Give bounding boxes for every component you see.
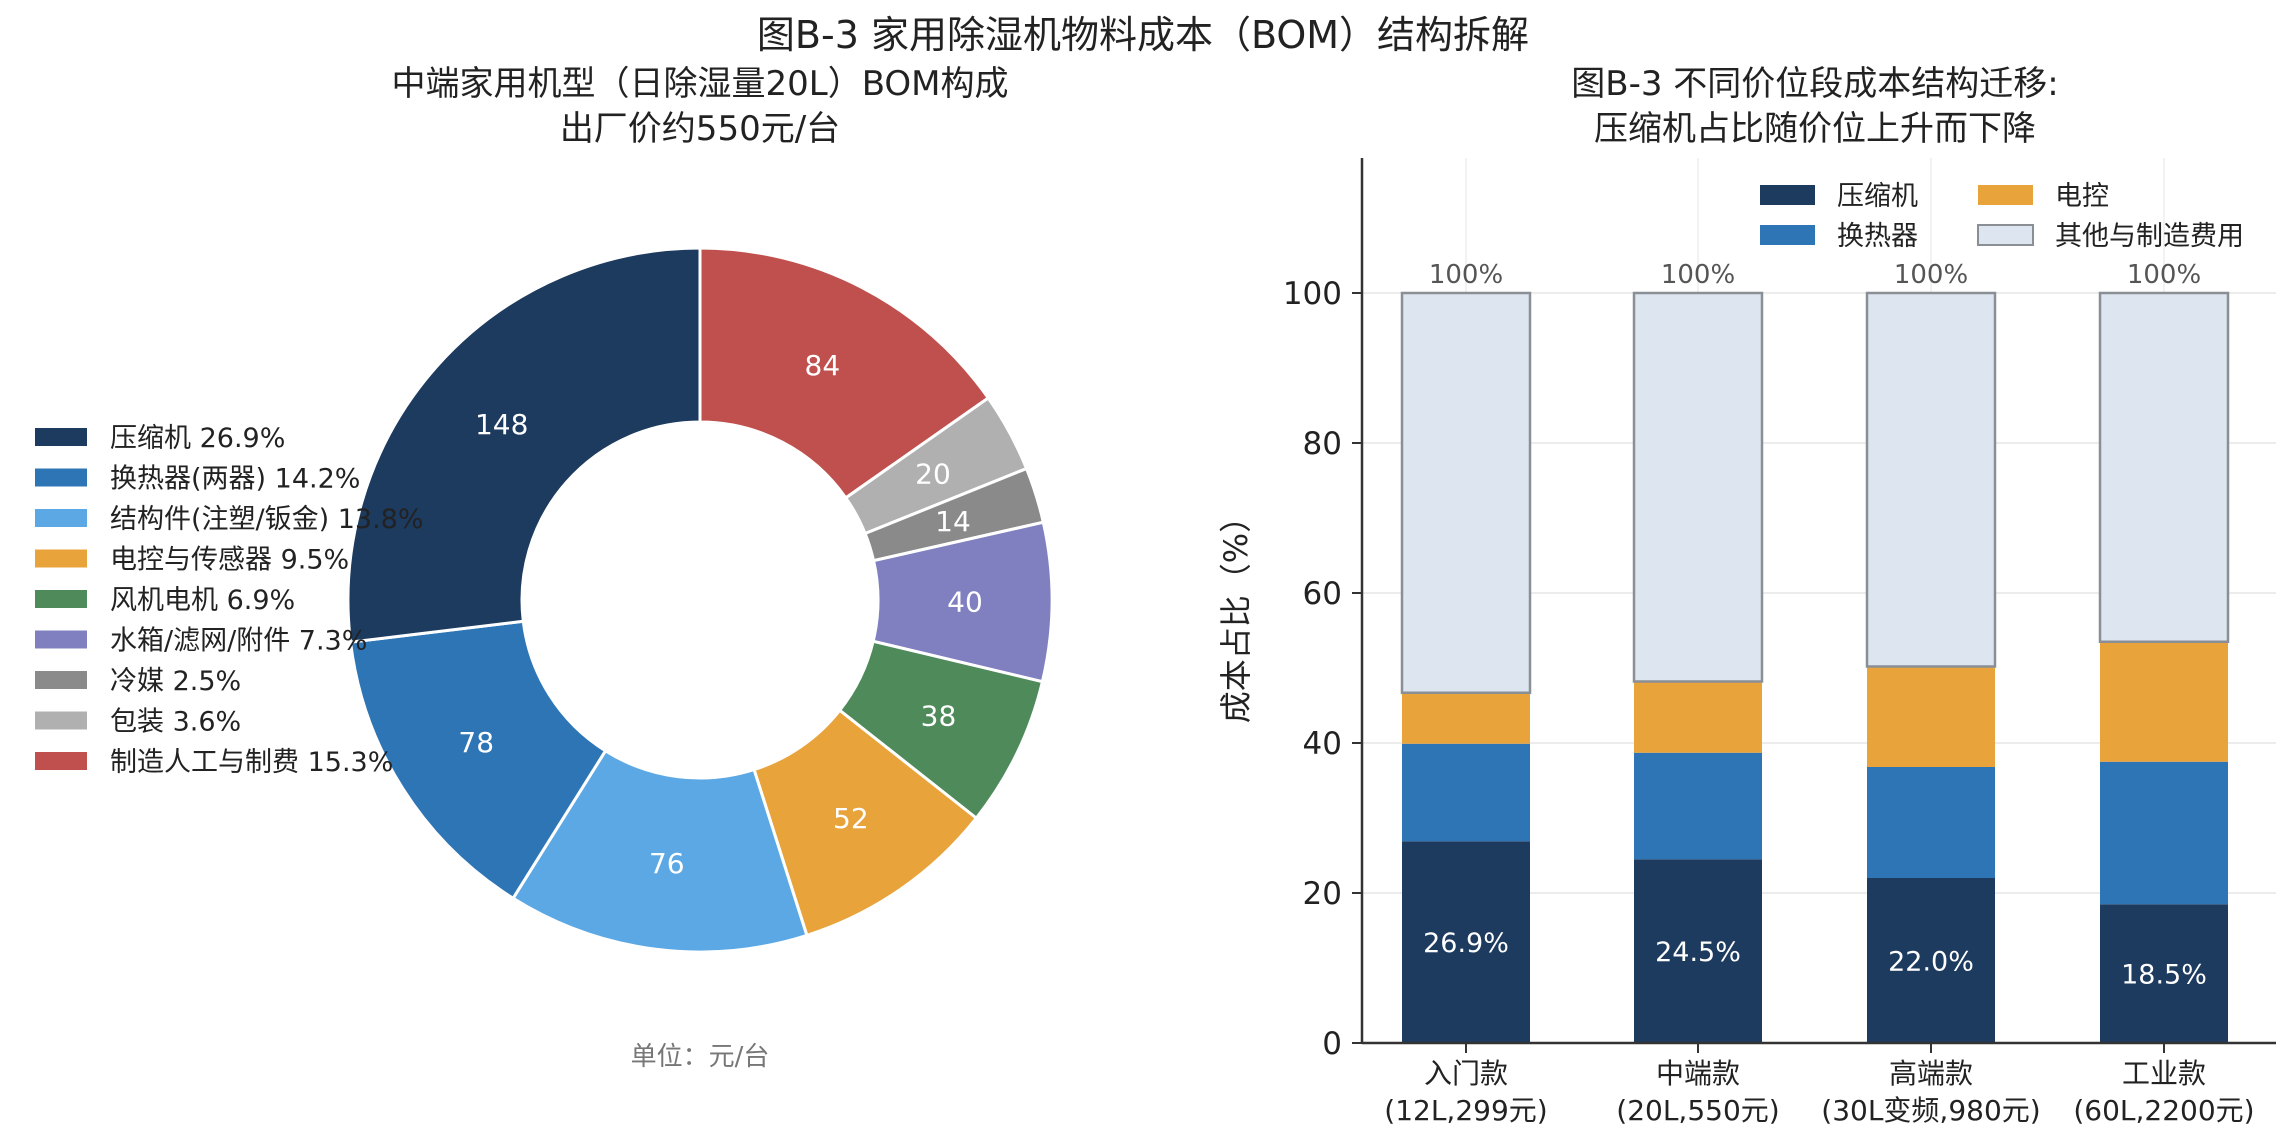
bar-segment (1867, 666, 1995, 767)
bar-segment (1634, 859, 1762, 1043)
y-tick-label: 20 (1303, 876, 1342, 912)
legend-label: 压缩机 (1837, 181, 1918, 212)
legend-label: 其他与制造费用 (2055, 221, 2244, 252)
legend-swatch (35, 711, 87, 730)
donut-value-label: 148 (475, 408, 528, 441)
donut-value-label: 52 (833, 802, 869, 835)
bar-segment (2100, 904, 2228, 1043)
legend-swatch (35, 590, 87, 608)
legend-swatch (35, 549, 87, 568)
donut-value-label: 76 (649, 847, 685, 880)
donut-value-label: 14 (935, 505, 971, 538)
bar-x-categories: 入门款 (12L,299元) 中端款 (20L,550元) 高端款 (30L变频,980元… (1384, 1043, 2255, 1127)
donut-slice (346, 246, 702, 644)
legend-label: 换热器 (1837, 221, 1918, 252)
bar-axes (1360, 158, 2276, 1045)
legend-label: 结构件(注塑/钣金) 13.8% (110, 504, 424, 535)
donut-slice (698, 246, 991, 500)
bar-value-label: 18.5% (2121, 960, 2207, 991)
bar-value-label: 22.0% (1888, 947, 1974, 978)
legend-label: 冷媒 2.5% (110, 666, 241, 697)
bar-segment (1632, 291, 1764, 683)
bar-y-ticks: 0 20 40 60 80 100 (1283, 276, 1362, 1062)
bar-segment (1400, 291, 1532, 694)
legend-label: 风机电机 6.9% (110, 585, 295, 616)
legend-swatch (1760, 225, 1815, 245)
bar-total-label: 100% (1429, 260, 1503, 290)
legend-swatch (35, 468, 87, 487)
x-category-sublabel: (60L,2200元) (2073, 1094, 2254, 1127)
y-tick-label: 60 (1303, 576, 1342, 612)
donut-value-label: 40 (947, 586, 983, 619)
donut-slices (346, 246, 1054, 954)
bar-segment (2098, 291, 2230, 643)
legend-label: 压缩机 26.9% (110, 423, 285, 454)
x-category-sublabel: (30L变频,980元) (1821, 1094, 2040, 1127)
bar-total-label: 100% (2127, 260, 2201, 290)
legend-swatch (35, 428, 87, 446)
y-tick-label: 40 (1303, 726, 1342, 762)
legend-label: 水箱/滤网/附件 7.3% (110, 626, 367, 657)
x-category-label: 工业款 (2122, 1057, 2206, 1090)
legend-swatch (35, 509, 87, 527)
bar-total-label: 100% (1661, 260, 1735, 290)
bar-segment (1634, 752, 1762, 860)
bar-y-axis-label: 成本占比（%） (1217, 501, 1255, 723)
bar-stacks (1400, 291, 2230, 1043)
legend-swatch (35, 752, 87, 770)
bar-segment (1402, 743, 1530, 842)
legend-swatch (1978, 185, 2033, 205)
x-category-label: 中端款 (1656, 1057, 1740, 1090)
x-category-label: 高端款 (1889, 1057, 1973, 1090)
donut-title-line2: 出厂价约550元/台 (560, 109, 840, 149)
bar-title-line2: 压缩机占比随价位上升而下降 (1594, 109, 2036, 149)
x-category-sublabel: (12L,299元) (1384, 1094, 1547, 1127)
donut-value-label: 38 (921, 700, 957, 733)
bar-segment (1867, 878, 1995, 1043)
donut-value-label: 84 (805, 349, 841, 382)
bar-value-labels: 26.9% 100% 24.5% 100% 22.0% 100% 18.5% 100% (1423, 260, 2207, 991)
legend-label: 包装 3.6% (110, 707, 241, 738)
bar-segment (2100, 641, 2228, 762)
bar-segment (1865, 291, 1997, 668)
donut-slice (348, 619, 608, 901)
legend-label: 电控 (2055, 181, 2109, 212)
donut-value-label: 20 (915, 458, 951, 491)
bar-segment (1402, 841, 1530, 1043)
bar-segment (1867, 767, 1995, 878)
y-tick-label: 100 (1283, 276, 1342, 312)
bar-segment (1634, 681, 1762, 753)
y-tick-label: 0 (1322, 1026, 1342, 1062)
bar-total-label: 100% (1894, 260, 1968, 290)
bar-segment (1402, 692, 1530, 744)
legend-swatch (35, 671, 87, 689)
bar-value-label: 26.9% (1423, 928, 1509, 959)
donut-value-label: 78 (458, 726, 494, 759)
donut-slice (511, 748, 809, 954)
legend-label: 制造人工与制费 15.3% (110, 747, 393, 778)
figure-title: 图B-3 家用除湿机物料成本（BOM）结构拆解 (757, 13, 1529, 57)
donut-value-labels: 84 20 14 40 38 52 76 78 148 (458, 349, 982, 880)
bar-title-line1: 图B-3 不同价位段成本结构迁移: (1571, 64, 2059, 104)
legend-swatch (35, 630, 87, 649)
x-category-label: 入门款 (1424, 1057, 1508, 1090)
donut-unit-note: 单位：元/台 (631, 1042, 770, 1072)
bar-value-label: 24.5% (1655, 937, 1741, 968)
bar-segment (2100, 761, 2228, 905)
legend-label: 电控与传感器 9.5% (110, 545, 349, 576)
donut-title-line1: 中端家用机型（日除湿量20L）BOM构成 (391, 64, 1008, 104)
legend-swatch (1760, 185, 1815, 205)
donut-legend: 压缩机 26.9% 换热器(两器) 14.2% 结构件(注塑/钣金) 13.8% 电控… (35, 423, 424, 778)
x-category-sublabel: (20L,550元) (1616, 1094, 1779, 1127)
donut-chart: 中端家用机型（日除湿量20L）BOM构成 出厂价约550元/台 84 20 14 40… (35, 64, 1054, 1072)
stacked-bar-chart: 图B-3 不同价位段成本结构迁移: 压缩机占比随价位上升而下降 0 20 40 60 8… (1217, 64, 2276, 1127)
legend-label: 换热器(两器) 14.2% (110, 464, 360, 495)
y-tick-label: 80 (1303, 426, 1342, 462)
legend-swatch (1977, 224, 2034, 246)
